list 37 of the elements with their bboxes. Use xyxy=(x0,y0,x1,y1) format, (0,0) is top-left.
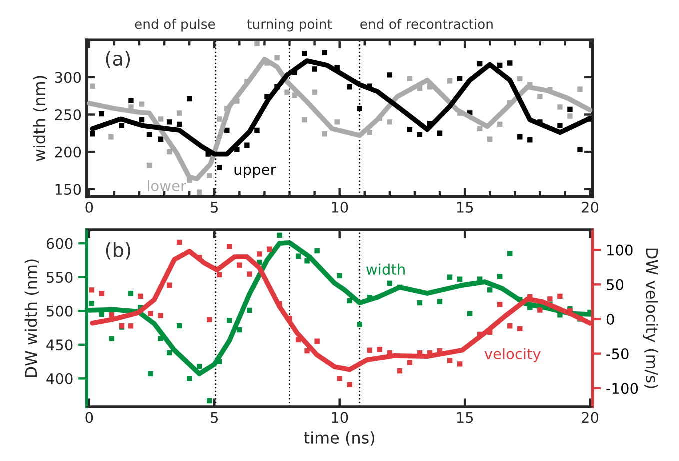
y-tick-label: 400 xyxy=(46,373,73,384)
y-tick-label: 600 xyxy=(46,238,73,250)
x-tick-label: 15 xyxy=(457,412,474,424)
y-tick-label: 250 xyxy=(55,109,82,120)
x-tick-label: 5 xyxy=(211,202,218,213)
x-tick-label: 20 xyxy=(582,412,599,424)
x-tick-label: 20 xyxy=(582,202,599,213)
ref-line-label: turning point xyxy=(247,19,332,32)
y-tick-label: 450 xyxy=(46,340,73,351)
y-axis-title: width (nm) xyxy=(33,76,48,162)
y2-tick-label: 50 xyxy=(607,279,624,290)
x-tick-label: 0 xyxy=(86,412,94,424)
x-tick-label: 10 xyxy=(332,202,348,213)
y-tick-label: 200 xyxy=(55,146,82,158)
y-tick-label: 550 xyxy=(47,272,73,284)
y2-axis-title: DW velocity (m/s) xyxy=(643,248,659,388)
series-label: lower xyxy=(148,180,186,192)
y2-tick-label: -100 xyxy=(606,383,638,394)
x-tick-label: 15 xyxy=(457,202,474,213)
series-label: velocity xyxy=(484,348,541,362)
annotation: (a) xyxy=(106,51,130,68)
annotation: (b) xyxy=(106,242,130,260)
series-label: upper xyxy=(234,166,276,178)
x-axis-title: time (ns) xyxy=(304,432,375,446)
x-tick-label: 10 xyxy=(332,412,348,424)
y-tick-label: 500 xyxy=(47,306,73,317)
ref-line-label: end of recontraction xyxy=(360,19,493,30)
ref-line-label: end of pulse xyxy=(135,19,216,32)
y2-tick-label: -50 xyxy=(606,348,629,360)
y2-tick-label: 100 xyxy=(608,244,633,256)
series-label: width xyxy=(366,264,405,276)
y-axis-title: DW width (nm) xyxy=(24,260,40,378)
x-tick-label: 5 xyxy=(211,412,218,424)
x-tick-label: 0 xyxy=(86,202,94,213)
y-tick-label: 150 xyxy=(56,184,82,196)
y-tick-label: 300 xyxy=(55,72,82,84)
y2-tick-label: 0 xyxy=(606,314,614,325)
